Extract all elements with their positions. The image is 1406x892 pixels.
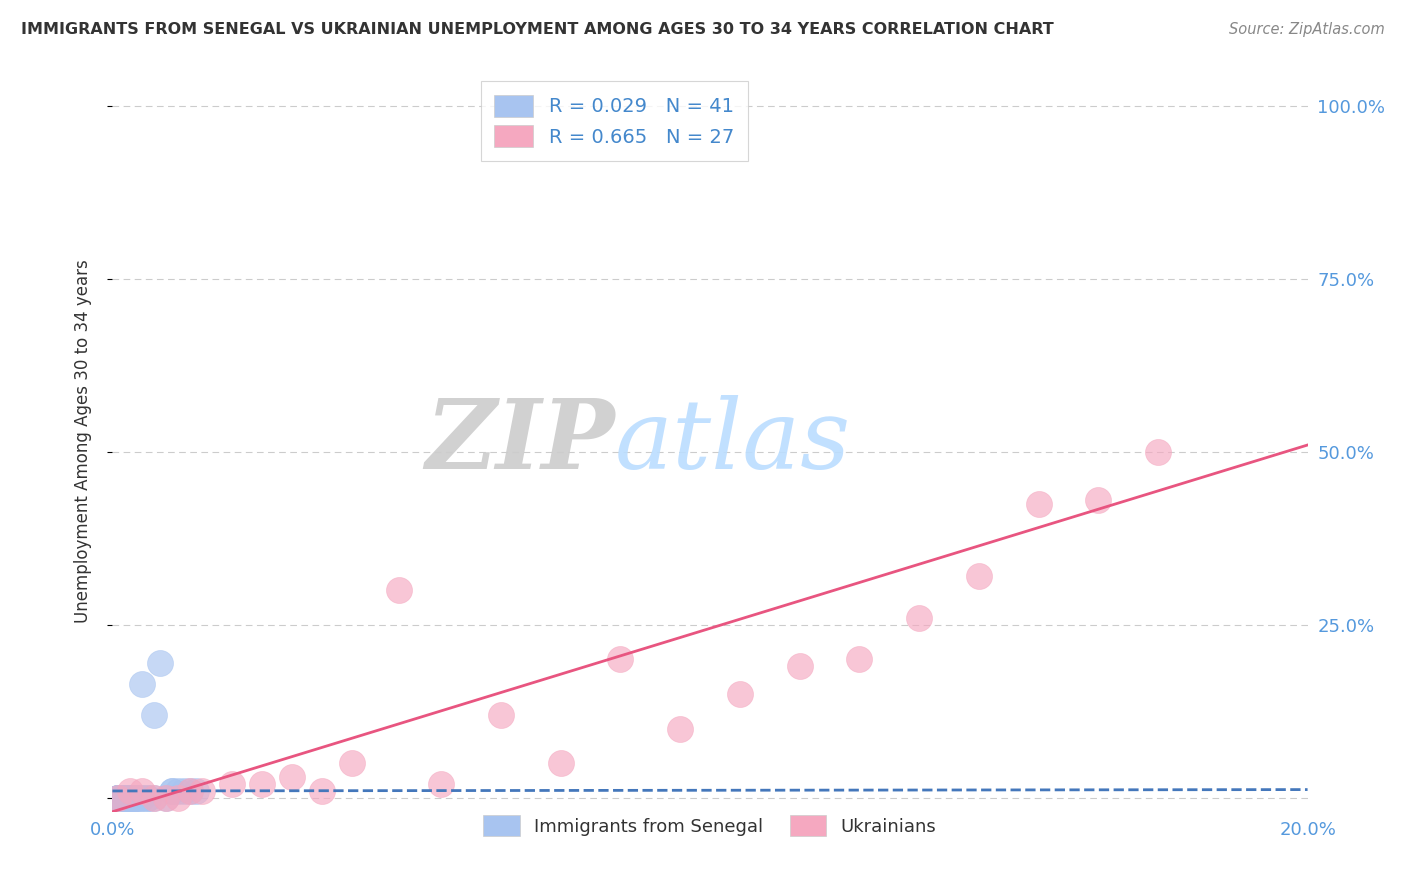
Point [311,784,333,798]
Point [967,569,990,583]
Point [120,790,142,805]
Point [120,790,142,805]
Point [143,790,166,805]
Point [120,790,142,805]
Point [388,583,411,598]
Point [143,790,166,805]
Text: ZIP: ZIP [425,394,614,489]
Point [114,790,135,805]
Point [191,784,214,798]
Point [908,611,931,625]
Text: Source: ZipAtlas.com: Source: ZipAtlas.com [1229,22,1385,37]
Point [107,790,129,805]
Point [143,707,166,722]
Point [120,790,142,805]
Point [107,790,129,805]
Point [131,790,153,805]
Point [221,777,243,791]
Point [167,790,190,805]
Point [114,790,135,805]
Point [340,756,363,771]
Point [550,756,572,771]
Point [107,790,129,805]
Point [120,784,142,798]
Point [107,790,129,805]
Point [125,790,148,805]
Point [131,790,153,805]
Point [138,790,160,805]
Point [131,784,153,798]
Point [848,652,870,666]
Legend: Immigrants from Senegal, Ukrainians: Immigrants from Senegal, Ukrainians [477,808,943,844]
Point [107,790,129,805]
Point [1147,445,1170,459]
Point [728,687,751,701]
Y-axis label: Unemployment Among Ages 30 to 34 years: Unemployment Among Ages 30 to 34 years [73,260,91,624]
Point [179,784,201,798]
Point [1028,497,1050,511]
Point [138,790,160,805]
Point [114,790,135,805]
Point [155,790,177,805]
Point [155,790,177,805]
Point [250,777,273,791]
Point [149,656,172,670]
Point [107,790,129,805]
Point [120,790,142,805]
Point [186,784,208,798]
Point [107,790,129,805]
Point [125,790,148,805]
Point [125,790,148,805]
Point [114,790,135,805]
Point [107,790,129,805]
Point [173,784,195,798]
Point [609,652,631,666]
Point [489,707,512,722]
Point [114,790,135,805]
Point [789,659,811,673]
Point [167,784,190,798]
Point [125,790,148,805]
Point [120,790,142,805]
Point [107,790,129,805]
Point [179,784,201,798]
Point [162,784,183,798]
Point [114,790,135,805]
Point [131,676,153,690]
Text: IMMIGRANTS FROM SENEGAL VS UKRAINIAN UNEMPLOYMENT AMONG AGES 30 TO 34 YEARS CORR: IMMIGRANTS FROM SENEGAL VS UKRAINIAN UNE… [21,22,1054,37]
Point [430,777,453,791]
Point [1087,493,1109,508]
Point [162,784,183,798]
Point [281,770,304,784]
Point [669,722,692,736]
Point [114,790,135,805]
Point [120,790,142,805]
Text: atlas: atlas [614,394,851,489]
